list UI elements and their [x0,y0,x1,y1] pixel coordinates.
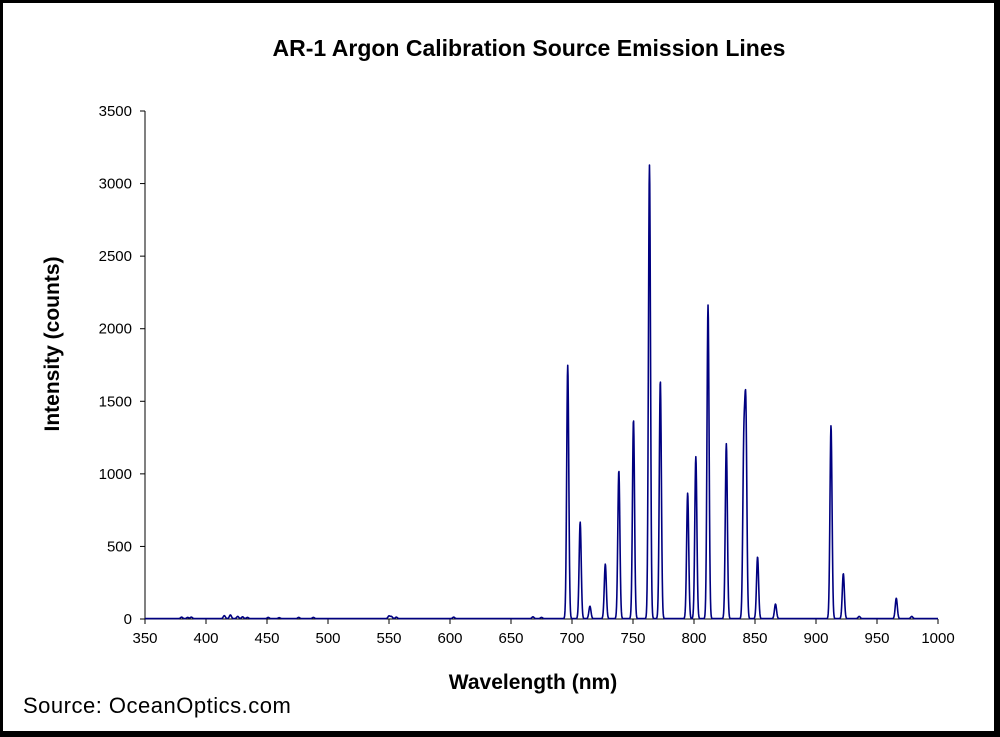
y-tick-label: 2500 [99,248,132,265]
x-tick-label: 600 [437,630,462,647]
y-tick-label: 500 [107,538,132,555]
x-tick-label: 400 [193,630,218,647]
x-ticks: 350 400 450 500 550 600 650 700 750 800 850 900 950 1… [132,619,955,647]
x-axis-title: Wavelength (nm) [449,671,617,694]
x-tick-label: 950 [864,630,889,647]
y-tick-label: 0 [124,611,132,628]
source-credit: Source: OceanOptics.com [23,693,291,718]
x-tick-label: 650 [498,630,523,647]
chart-title: AR-1 Argon Calibration Source Emission L… [273,35,786,61]
x-tick-label: 500 [315,630,340,647]
x-tick-label: 450 [254,630,279,647]
y-ticks: 0 500 1000 1500 2000 2500 3000 3500 [99,103,145,628]
y-tick-label: 1000 [99,466,132,483]
y-tick-label: 3000 [99,176,132,193]
x-tick-label: 700 [559,630,584,647]
y-tick-label: 1500 [99,393,132,410]
x-tick-label: 550 [376,630,401,647]
x-tick-label: 800 [681,630,706,647]
y-tick-label: 2000 [99,321,132,338]
chart-svg: AR-1 Argon Calibration Source Emission L… [23,35,955,718]
x-tick-label: 350 [132,630,157,647]
x-tick-label: 750 [620,630,645,647]
x-tick-label: 1000 [921,630,954,647]
spectrum-line-series [144,164,939,620]
y-tick-label: 3500 [99,103,132,120]
chart-frame: AR-1 Argon Calibration Source Emission L… [3,3,994,731]
x-tick-label: 900 [803,630,828,647]
plot-area: 0 500 1000 1500 2000 2500 3000 3500 350 400 450 50… [99,103,955,647]
x-tick-label: 850 [742,630,767,647]
y-axis-title: Intensity (counts) [41,256,64,431]
